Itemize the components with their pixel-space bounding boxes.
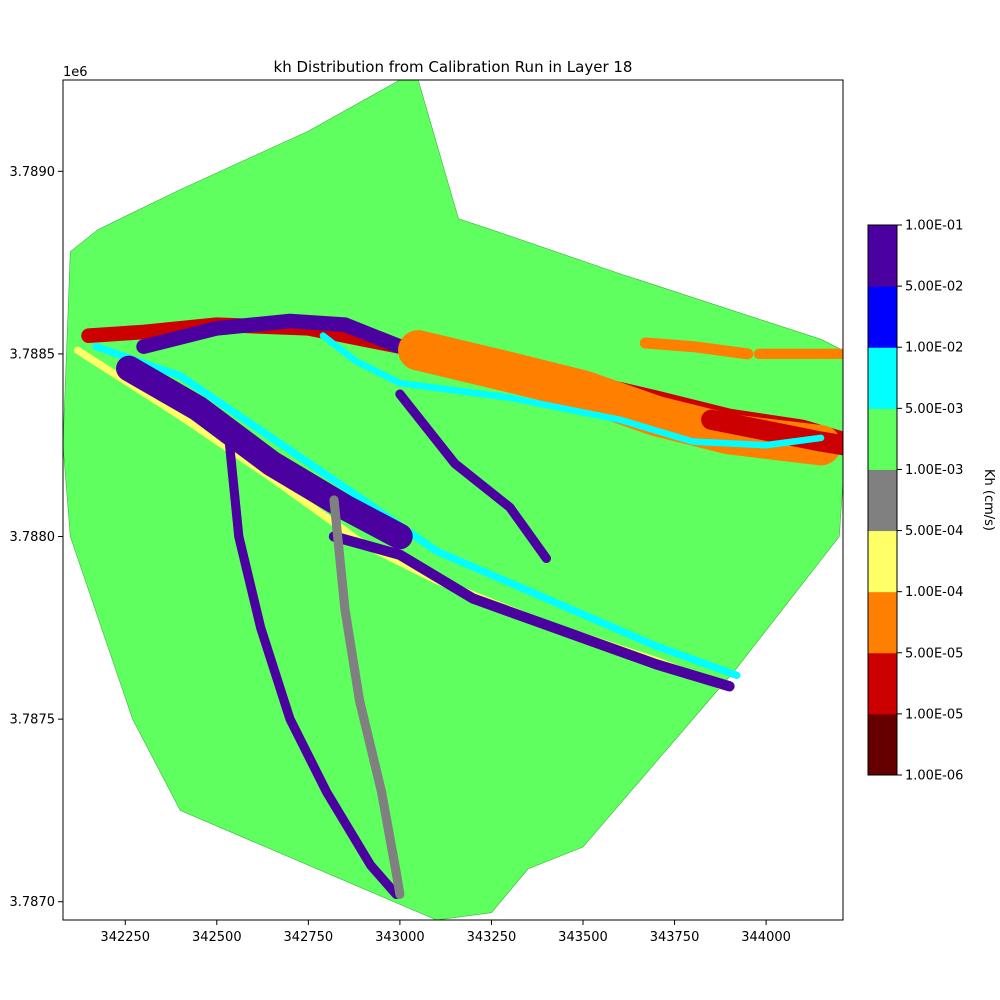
colorbar-swatch	[868, 286, 897, 348]
x-tick-label: 344000	[741, 930, 791, 945]
zone-gray-fault	[329, 495, 405, 899]
colorbar-swatch	[868, 652, 897, 715]
x-tick-label: 343750	[650, 930, 700, 945]
colorbar-swatch	[868, 347, 897, 409]
colorbar-tick-label: 1.00E-01	[905, 219, 963, 234]
zone-purple-main-band	[116, 355, 413, 550]
zone-east-lens-red	[701, 409, 843, 456]
colorbar-tick-label: 5.00E-04	[905, 524, 963, 539]
plot-frame	[62, 79, 844, 921]
colorbar: 1.00E-06 1.00E-05 5.00E-05 1.00E-04 5.00E-04…	[867, 219, 963, 784]
x-axis: 342250 342500 342750 343000 343250 343500 3437…	[100, 920, 791, 945]
y-tick-label: 3.7870	[10, 895, 56, 910]
colorbar-tick-label: 1.00E-06	[905, 769, 963, 784]
colorbar-tick-label: 1.00E-04	[905, 585, 963, 600]
colorbar-swatch	[868, 469, 897, 532]
model-domain	[63, 80, 843, 920]
colorbar-swatch	[868, 225, 897, 287]
zone-purple-west-fault	[223, 422, 401, 899]
plot-area	[63, 80, 843, 920]
x-tick-label: 342500	[192, 930, 242, 945]
y-tick-label: 3.7890	[10, 165, 56, 180]
y-tick-label: 3.7880	[10, 530, 56, 545]
y-offset-label: 1e6	[63, 65, 88, 80]
y-axis: 3.7870 3.7875 3.7880 3.7885 3.7890	[10, 165, 63, 910]
colorbar-swatch	[868, 713, 897, 776]
colorbar-tick-label: 5.00E-03	[905, 402, 963, 417]
x-tick-label: 342750	[284, 930, 334, 945]
colorbar-tick-label: 5.00E-05	[905, 646, 963, 661]
kh-zones	[73, 313, 843, 899]
y-tick-label: 3.7875	[10, 713, 56, 728]
colorbar-tick-label: 5.00E-02	[905, 280, 963, 295]
colorbar-tick-label: 1.00E-05	[905, 707, 963, 722]
zone-east-strip-orange-1	[639, 337, 754, 360]
zone-purple-northeast-branch	[395, 389, 551, 563]
x-tick-label: 343500	[558, 930, 608, 945]
colorbar-swatch	[868, 591, 897, 654]
colorbar-tick-label: 1.00E-02	[905, 341, 963, 356]
x-tick-label: 343250	[467, 930, 517, 945]
colorbar-label: Kh (cm/s)	[981, 469, 996, 531]
colorbar-frame	[867, 224, 898, 776]
zone-north-arc-purple	[136, 313, 408, 354]
colorbar-swatch	[868, 408, 897, 470]
colorbar-tick-label: 1.00E-03	[905, 463, 963, 478]
zone-cyan-channel	[319, 332, 825, 449]
x-tick-label: 342250	[100, 930, 150, 945]
chart-title: kh Distribution from Calibration Run in …	[274, 58, 633, 76]
y-tick-label: 3.7885	[10, 347, 56, 362]
colorbar-swatch	[868, 530, 897, 593]
x-tick-label: 343000	[375, 930, 425, 945]
zone-purple-lower-band	[328, 531, 735, 692]
